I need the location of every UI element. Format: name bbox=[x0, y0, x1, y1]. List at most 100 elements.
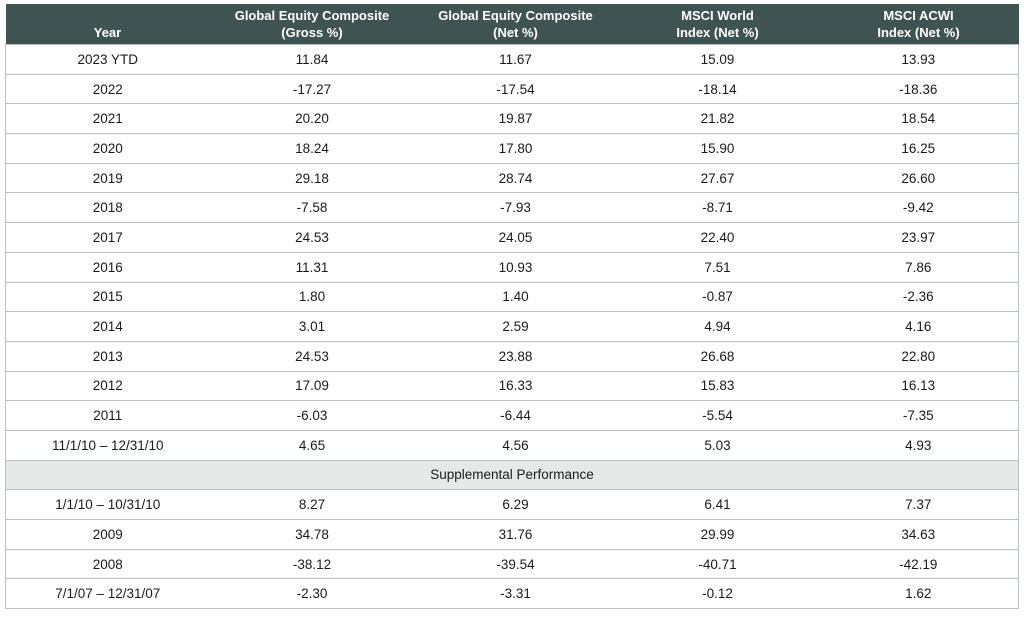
header-composite-net: Global Equity Composite (Net %) bbox=[414, 4, 617, 45]
cell-composite-net: 28.74 bbox=[414, 162, 617, 193]
cell-year: 11/1/10 – 12/31/10 bbox=[5, 429, 210, 461]
table-row: 2022 -17.27 -17.54 -18.14 -18.36 bbox=[5, 73, 1019, 104]
cell-msci-world: 4.94 bbox=[616, 311, 819, 342]
cell-year: 2009 bbox=[5, 519, 210, 550]
cell-msci-world: -18.14 bbox=[616, 73, 819, 104]
table-row: 2009 34.78 31.76 29.99 34.63 bbox=[5, 519, 1019, 550]
cell-msci-acwi: 4.93 bbox=[818, 429, 1019, 461]
cell-composite-gross: 29.18 bbox=[209, 162, 415, 193]
table-row: 2013 24.53 23.88 26.68 22.80 bbox=[5, 340, 1019, 372]
cell-msci-acwi: 7.86 bbox=[818, 251, 1019, 282]
cell-composite-gross: 8.27 bbox=[209, 489, 415, 520]
cell-composite-gross: 24.53 bbox=[209, 222, 415, 253]
table-row: 2018 -7.58 -7.93 -8.71 -9.42 bbox=[5, 192, 1019, 223]
cell-year: 2021 bbox=[5, 103, 210, 134]
cell-year: 2015 bbox=[5, 281, 210, 312]
cell-msci-acwi: 7.37 bbox=[818, 489, 1019, 520]
cell-msci-acwi: 16.13 bbox=[818, 370, 1019, 401]
cell-year: 2014 bbox=[5, 311, 210, 342]
cell-composite-gross: -6.03 bbox=[209, 400, 415, 431]
cell-composite-net: -7.93 bbox=[414, 192, 617, 223]
cell-composite-gross: 3.01 bbox=[209, 311, 415, 342]
cell-composite-net: 16.33 bbox=[414, 370, 617, 401]
performance-table: Year Global Equity Composite (Gross %) G… bbox=[5, 4, 1019, 610]
cell-year: 1/1/10 – 10/31/10 bbox=[5, 489, 210, 520]
cell-msci-world: 26.68 bbox=[616, 340, 819, 372]
cell-msci-acwi: 16.25 bbox=[818, 133, 1019, 164]
cell-composite-gross: -2.30 bbox=[209, 578, 415, 610]
cell-composite-net: 31.76 bbox=[414, 519, 617, 550]
cell-msci-acwi: 22.80 bbox=[818, 340, 1019, 372]
cell-msci-world: 6.41 bbox=[616, 489, 819, 520]
table-row: 7/1/07 – 12/31/07 -2.30 -3.31 -0.12 1.62 bbox=[5, 578, 1019, 610]
cell-msci-world: 15.09 bbox=[616, 44, 819, 75]
cell-composite-net: 4.56 bbox=[414, 429, 617, 461]
cell-composite-gross: 24.53 bbox=[209, 340, 415, 372]
header-msci-world-line2: Index (Net %) bbox=[676, 25, 759, 40]
cell-msci-world: 21.82 bbox=[616, 103, 819, 134]
cell-composite-net: 24.05 bbox=[414, 222, 617, 253]
cell-msci-acwi: 13.93 bbox=[818, 44, 1019, 75]
cell-year: 2019 bbox=[5, 162, 210, 193]
cell-composite-net: 17.80 bbox=[414, 133, 617, 164]
header-composite-gross: Global Equity Composite (Gross %) bbox=[209, 4, 415, 45]
header-composite-net-line2: (Net %) bbox=[493, 25, 538, 40]
cell-composite-net: -3.31 bbox=[414, 578, 617, 610]
header-msci-acwi-line1: MSCI ACWI bbox=[883, 8, 954, 23]
table-body: 2023 YTD 11.84 11.67 15.09 13.93 2022 -17.27 -1… bbox=[5, 44, 1019, 610]
cell-composite-gross: 34.78 bbox=[209, 519, 415, 550]
table-row: 11/1/10 – 12/31/10 4.65 4.56 5.03 4.93 bbox=[5, 429, 1019, 461]
cell-msci-world: -8.71 bbox=[616, 192, 819, 223]
cell-msci-world: 15.90 bbox=[616, 133, 819, 164]
cell-composite-net: 1.40 bbox=[414, 281, 617, 312]
cell-composite-net: 6.29 bbox=[414, 489, 617, 520]
cell-composite-net: -17.54 bbox=[414, 73, 617, 104]
table-row: 2019 29.18 28.74 27.67 26.60 bbox=[5, 162, 1019, 193]
cell-composite-net: -39.54 bbox=[414, 548, 617, 579]
supplemental-row: Supplemental Performance bbox=[5, 459, 1019, 490]
cell-composite-net: 23.88 bbox=[414, 340, 617, 372]
cell-msci-world: -5.54 bbox=[616, 400, 819, 431]
header-msci-acwi: MSCI ACWI Index (Net %) bbox=[818, 4, 1019, 45]
cell-year: 2011 bbox=[5, 400, 210, 431]
cell-msci-world: -0.87 bbox=[616, 281, 819, 312]
cell-year: 2020 bbox=[5, 133, 210, 164]
table-row: 2023 YTD 11.84 11.67 15.09 13.93 bbox=[5, 44, 1019, 75]
header-composite-net-line1: Global Equity Composite bbox=[438, 8, 593, 23]
cell-composite-gross: -7.58 bbox=[209, 192, 415, 223]
table-row: 2021 20.20 19.87 21.82 18.54 bbox=[5, 103, 1019, 134]
cell-msci-acwi: -42.19 bbox=[818, 548, 1019, 579]
cell-year: 2023 YTD bbox=[5, 44, 210, 75]
cell-msci-world: -40.71 bbox=[616, 548, 819, 579]
cell-composite-gross: 11.31 bbox=[209, 251, 415, 282]
cell-year: 2008 bbox=[5, 548, 210, 579]
cell-composite-gross: 4.65 bbox=[209, 429, 415, 461]
cell-composite-gross: -38.12 bbox=[209, 548, 415, 579]
cell-composite-gross: 1.80 bbox=[209, 281, 415, 312]
cell-composite-gross: 11.84 bbox=[209, 44, 415, 75]
header-year: Year bbox=[5, 4, 210, 45]
cell-msci-world: 22.40 bbox=[616, 222, 819, 253]
header-msci-world-line1: MSCI World bbox=[681, 8, 754, 23]
cell-msci-acwi: 26.60 bbox=[818, 162, 1019, 193]
header-composite-gross-line1: Global Equity Composite bbox=[234, 8, 390, 23]
table-row: 1/1/10 – 10/31/10 8.27 6.29 6.41 7.37 bbox=[5, 489, 1019, 520]
header-msci-acwi-line2: Index (Net %) bbox=[877, 25, 960, 40]
cell-msci-world: 27.67 bbox=[616, 162, 819, 193]
cell-composite-net: 11.67 bbox=[414, 44, 617, 75]
cell-msci-world: 29.99 bbox=[616, 519, 819, 550]
header-msci-world: MSCI World Index (Net %) bbox=[616, 4, 819, 45]
cell-msci-acwi: 1.62 bbox=[818, 578, 1019, 610]
header-composite-gross-line2: (Gross %) bbox=[281, 25, 343, 40]
table-row: 2020 18.24 17.80 15.90 16.25 bbox=[5, 133, 1019, 164]
cell-msci-acwi: 23.97 bbox=[818, 222, 1019, 253]
cell-composite-net: 10.93 bbox=[414, 251, 617, 282]
cell-msci-acwi: 34.63 bbox=[818, 519, 1019, 550]
cell-msci-world: 15.83 bbox=[616, 370, 819, 401]
table-header: Year Global Equity Composite (Gross %) G… bbox=[5, 4, 1019, 45]
cell-msci-acwi: -7.35 bbox=[818, 400, 1019, 431]
cell-composite-gross: -17.27 bbox=[209, 73, 415, 104]
cell-composite-gross: 17.09 bbox=[209, 370, 415, 401]
cell-msci-acwi: -18.36 bbox=[818, 73, 1019, 104]
cell-msci-acwi: -9.42 bbox=[818, 192, 1019, 223]
